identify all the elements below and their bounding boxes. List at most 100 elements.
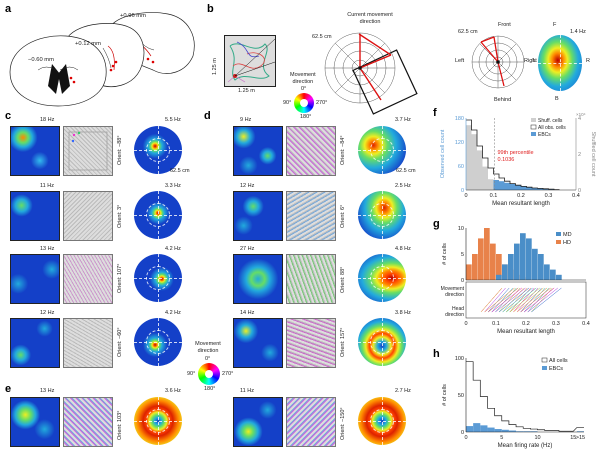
x-tick-label: 0.4 xyxy=(572,193,580,199)
ebc-bar xyxy=(480,425,488,432)
c-row4-heatmap xyxy=(10,318,60,368)
y-tick-label: 5 xyxy=(461,252,464,258)
paired-line xyxy=(495,287,526,313)
d-row2-trajectory xyxy=(286,191,336,241)
d-row1-heat-hz: 9 Hz xyxy=(240,117,252,123)
c-row3-polar xyxy=(134,254,182,302)
ego-map-peak: 1.4 Hz xyxy=(570,29,586,35)
x-axis-label: Mean resultant length xyxy=(497,329,555,335)
egocentric-polar xyxy=(471,35,525,89)
c-row4-heat-hz: 12 Hz xyxy=(40,310,55,316)
row-label-hd-2: direction xyxy=(445,312,464,318)
right-axis-multiplier: ×10⁴ xyxy=(576,112,586,117)
md-bar xyxy=(520,233,526,280)
x-tick-label: 0.3 xyxy=(552,321,560,327)
md-bar xyxy=(556,274,562,280)
ebc-bar xyxy=(543,188,549,190)
d-row3-heat-hz: 27 Hz xyxy=(240,246,255,252)
annotation-line2: 0.1036 xyxy=(497,157,514,163)
ebc-bar xyxy=(532,188,538,190)
y-axis-label-right: Shuffled cell count xyxy=(590,132,596,177)
y-tick-label: 50 xyxy=(458,393,464,399)
c-row4-polar-hz: 4.2 Hz xyxy=(165,310,181,316)
hd-bar xyxy=(490,243,496,280)
ebc-bar xyxy=(516,431,524,432)
e-left-heat-hz: 13 Hz xyxy=(40,388,55,394)
legend-label: HD xyxy=(563,240,571,246)
arena-trajectory xyxy=(224,35,276,87)
e-left-polar-ring xyxy=(146,409,170,433)
ego-map-R: R xyxy=(586,58,590,64)
md-bar xyxy=(508,254,514,280)
ebc-bar xyxy=(548,189,554,190)
md-bar xyxy=(544,264,550,280)
brain-sections-figure xyxy=(9,12,195,107)
ebc-bar xyxy=(537,188,543,190)
arena-height-label: 1.25 m xyxy=(212,58,218,75)
ebc-bar xyxy=(494,429,502,432)
hd-bar xyxy=(484,228,490,280)
legend-label: All cells xyxy=(549,358,568,364)
shuffled-bar xyxy=(482,166,488,190)
ebc-bar xyxy=(510,184,516,190)
c-row4-polar-ring xyxy=(146,330,170,354)
y-tick-label-left: 60 xyxy=(458,164,464,170)
c-row4-orient: Orient: −60° xyxy=(117,327,123,357)
x-axis-label: Mean firing rate (Hz) xyxy=(498,443,553,449)
e-left-orient: Orient: 103° xyxy=(117,410,123,440)
y-tick-label: 10 xyxy=(458,226,464,232)
label-right: Right xyxy=(524,58,537,64)
ego-map-L: L xyxy=(533,58,537,64)
x-tick-label: 0 xyxy=(464,193,467,199)
c-row3-heatmap xyxy=(10,254,60,304)
paired-line xyxy=(488,287,519,313)
hd-bar xyxy=(478,238,484,280)
d-row4-heat-hz: 14 Hz xyxy=(240,310,255,316)
panel-label-g: g xyxy=(433,218,440,230)
x-tick-label: 15 xyxy=(570,435,576,441)
legend-mid-title: Movement direction xyxy=(195,341,221,354)
y-tick-label: 100 xyxy=(455,356,464,362)
d-row1-trajectory xyxy=(286,126,336,176)
c-row1-radius: 62.5 cm xyxy=(170,168,190,174)
c-row2-polar-hz: 3.3 Hz xyxy=(165,183,181,189)
e-right-polar-ring xyxy=(370,409,394,433)
legend-swatch xyxy=(542,366,547,370)
c-row1-heatmap xyxy=(10,126,60,176)
x-tick-label: 0 xyxy=(464,321,467,327)
legend-label: EBCs xyxy=(549,366,563,372)
md-bar xyxy=(550,269,556,280)
paired-line xyxy=(484,287,515,313)
wheel-b-angle-bottom: 180° xyxy=(300,114,312,120)
md-bar xyxy=(496,274,502,280)
ebc-bar xyxy=(504,182,510,190)
current-movement-title: Current movement direction xyxy=(347,12,393,25)
movement-direction-title: Movement direction xyxy=(290,72,316,85)
row-label-md-1: Movement xyxy=(441,286,465,292)
ebc-bar xyxy=(530,431,538,432)
d-row1-orient: Orient: −84° xyxy=(340,135,346,165)
c-row1-spikes xyxy=(68,131,108,171)
paired-box xyxy=(465,281,587,319)
ebc-bar xyxy=(523,431,531,432)
d-row3-orient: Orient: 88° xyxy=(340,266,346,293)
y-tick-label: 0 xyxy=(461,430,464,436)
c-row1-heat-hz: 18 Hz xyxy=(40,117,55,123)
paired-line xyxy=(484,287,506,313)
e-left-heatmap xyxy=(10,397,60,447)
shuffled-bar xyxy=(488,179,494,190)
all-cells-outline xyxy=(466,361,584,432)
label-behind: Behind xyxy=(494,97,512,103)
y-axis-label: # of cells xyxy=(442,243,448,265)
y-tick-label: 0 xyxy=(461,278,464,284)
color-wheel-b xyxy=(294,93,314,113)
legend-swatch xyxy=(556,240,561,244)
d-row4-polar-ring xyxy=(370,330,394,354)
legend-label: Shuff. cells xyxy=(538,118,563,124)
legend-mid-top: 0° xyxy=(205,356,211,362)
d-row3-polar-ring xyxy=(370,266,394,290)
brain-section-front xyxy=(9,35,107,107)
md-bar xyxy=(502,264,508,280)
y-tick-label-right: 2 xyxy=(578,152,581,158)
